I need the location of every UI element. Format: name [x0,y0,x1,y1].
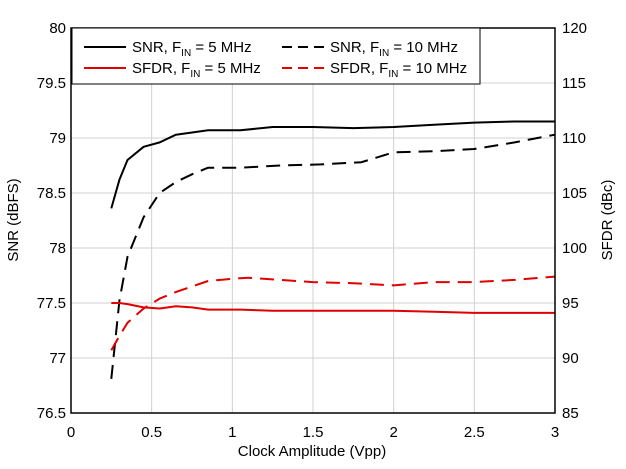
series-line-snr-5mhz [110,120,555,209]
x-axis-label: Clock Amplitude (Vpp) [238,443,386,460]
x-tick-label-2: 1 [228,424,236,441]
y-right-tick-label-6: 115 [562,75,586,92]
y-left-tick-label-6: 79.5 [37,75,66,92]
x-tick-label-3: 1.5 [303,424,324,441]
y-left-tick-labels: 76.5 77 77.5 78 78.5 79 79.5 80 [37,20,66,422]
x-tick-labels: 0 0.5 1 1.5 2 2.5 3 [67,424,559,441]
y-right-tick-label-3: 100 [562,240,587,257]
y-left-tick-label-2: 77.5 [37,295,66,312]
series-line-sfdr-10mhz [110,275,556,351]
y-left-tick-label-3: 78 [49,240,66,257]
y-right-tick-label-5: 110 [562,130,586,147]
y-right-tick-label-1: 90 [562,350,579,367]
x-tick-label-0: 0 [67,424,75,441]
x-tick-label-6: 3 [551,424,559,441]
y-right-tick-label-2: 95 [562,295,579,312]
y-left-tick-label-7: 80 [49,20,66,37]
legend-label-sfdr-5mhz: SFDR, FIN = 5 MHz [132,60,261,80]
y-left-tick-label-5: 79 [49,130,66,147]
x-tick-label-4: 2 [389,424,397,441]
y-left-axis-label: SNR (dBFS) [5,178,22,261]
x-tick-label-1: 0.5 [141,424,162,441]
y-right-axis-label: SFDR (dBc) [599,180,616,261]
y-right-tick-label-0: 85 [562,405,579,422]
series-layer [110,120,556,380]
legend: SNR, FIN = 5 MHz SNR, FIN = 10 MHz SFDR,… [71,27,481,85]
legend-label-snr-5mhz: SNR, FIN = 5 MHz [132,39,252,59]
y-left-tick-label-1: 77 [49,350,66,367]
y-right-tick-label-4: 105 [562,185,587,202]
legend-label-snr-10mhz: SNR, FIN = 10 MHz [330,39,458,59]
legend-label-sfdr-10mhz: SFDR, FIN = 10 MHz [330,60,467,80]
y-right-tick-labels: 85 90 95 100 105 110 115 120 [562,20,587,422]
y-left-tick-label-0: 76.5 [37,405,66,422]
series-line-sfdr-5mhz [111,302,555,314]
x-tick-label-5: 2.5 [464,424,485,441]
legend-box [71,27,481,85]
y-right-tick-label-7: 120 [562,20,587,37]
y-left-tick-label-4: 78.5 [37,185,66,202]
series-line-snr-10mhz [110,133,556,380]
